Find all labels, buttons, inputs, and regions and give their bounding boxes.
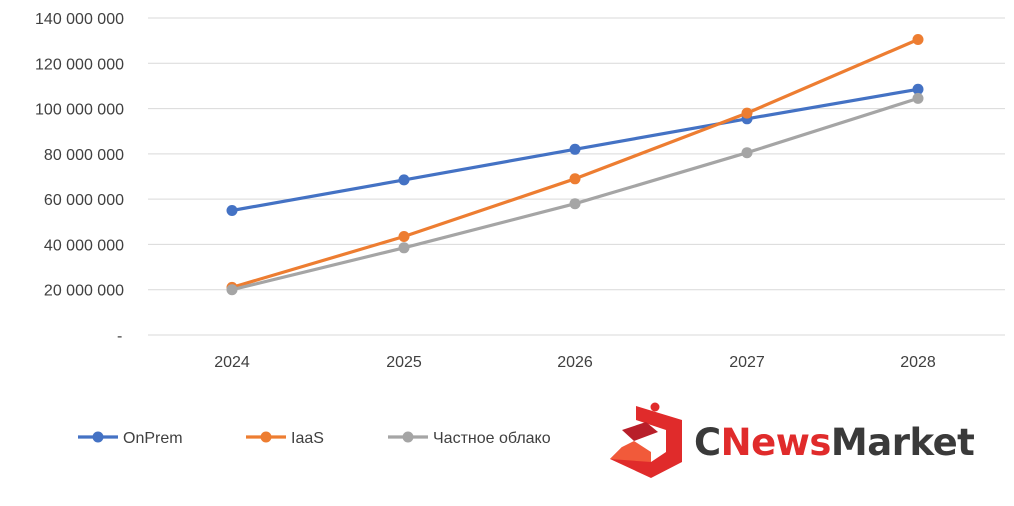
x-tick-label: 2026 (557, 354, 593, 371)
data-point (569, 143, 581, 155)
legend-item: OnPrem (78, 430, 183, 447)
series-line (230, 37, 920, 289)
logo-word-market: Market (831, 421, 974, 464)
data-point (398, 174, 410, 186)
y-tick-label: 60 000 000 (44, 192, 124, 209)
y-tick-label: 20 000 000 (44, 283, 124, 300)
legend-marker-icon (402, 431, 414, 443)
logo-word-news: News (721, 421, 831, 464)
data-point (226, 284, 238, 296)
data-point (912, 92, 924, 104)
legend-item: IaaS (246, 430, 324, 447)
data-point (398, 242, 410, 254)
y-tick-label: 100 000 000 (35, 102, 124, 119)
data-point (398, 231, 410, 242)
legend-marker-icon (260, 431, 272, 443)
y-tick-label: 120 000 000 (35, 56, 124, 73)
series-1 (226, 34, 924, 293)
y-axis-tick-labels: - 20 000 000 40 000 000 60 000 000 80 000 00… (35, 11, 124, 345)
logo-mark-icon (610, 402, 682, 478)
x-axis-tick-labels: 2024 2025 2026 2027 2028 (214, 354, 936, 371)
data-point (741, 107, 753, 119)
y-tick-label: 40 000 000 (44, 237, 124, 254)
legend-label: Частное облако (433, 430, 551, 447)
x-tick-label: 2024 (214, 354, 250, 371)
logo-wordmark: CNewsMarket (694, 421, 974, 464)
y-tick-label: 140 000 000 (35, 11, 124, 28)
legend-item: Частное облако (388, 430, 551, 447)
data-point (569, 173, 581, 185)
series-2 (226, 92, 924, 296)
legend-label: IaaS (291, 430, 324, 447)
x-tick-label: 2028 (900, 354, 936, 371)
logo-letter-c: C (694, 421, 721, 464)
legend-label: OnPrem (123, 430, 183, 447)
legend: OnPrem IaaS Частное облако (78, 430, 551, 447)
series-line (230, 96, 920, 292)
series-0 (226, 83, 924, 216)
data-point (741, 147, 753, 159)
x-tick-label: 2027 (729, 354, 765, 371)
cnewsmarket-logo: CNewsMarket (610, 402, 975, 478)
data-point (912, 83, 924, 95)
y-tick-label: - (117, 328, 122, 345)
series-lines (226, 34, 924, 296)
data-point (226, 205, 238, 216)
x-tick-label: 2025 (386, 354, 422, 371)
data-point (569, 198, 581, 210)
y-tick-label: 80 000 000 (44, 147, 124, 164)
data-point (912, 34, 924, 45)
legend-marker-icon (92, 431, 104, 443)
